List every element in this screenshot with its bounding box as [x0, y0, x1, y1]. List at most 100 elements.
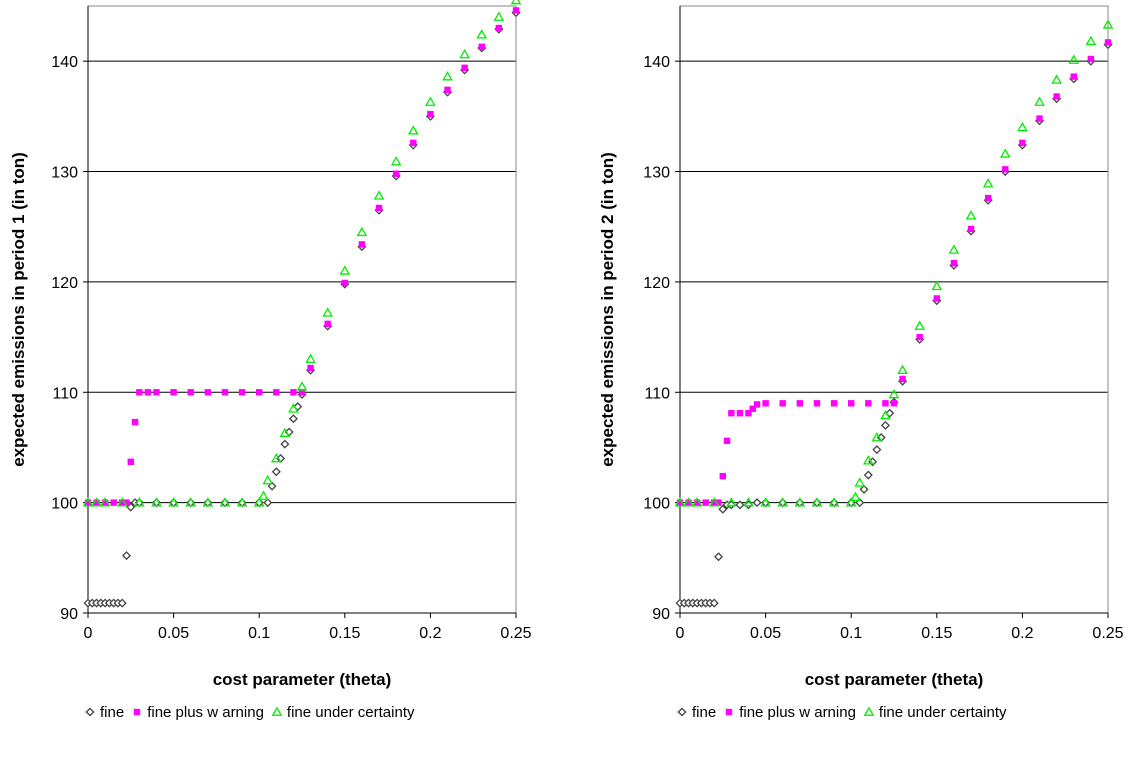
data-point — [93, 499, 100, 506]
data-point — [882, 400, 889, 407]
data-point — [117, 598, 127, 608]
data-point — [288, 403, 299, 413]
data-point — [796, 400, 804, 407]
legend-label: fine plus w arning — [739, 703, 856, 721]
data-point — [101, 499, 109, 506]
data-point — [880, 420, 890, 430]
data-point — [1051, 74, 1062, 84]
y-tick-label: 120 — [643, 275, 670, 292]
data-point — [512, 7, 520, 14]
data-point — [258, 490, 269, 500]
chart-period-1: 90 100 110 120 130 140 0 0.05 0.1 0.15 0.2 0.25 cost… — [9, 0, 532, 689]
data-point — [931, 280, 943, 291]
legend-label: fine under certainty — [286, 703, 415, 721]
data-point — [461, 64, 468, 72]
data-point — [728, 410, 735, 417]
legend-label: fine under certainty — [878, 703, 1007, 721]
legend-label: fine plus w arning — [147, 703, 264, 721]
data-point — [760, 497, 771, 507]
data-point — [204, 389, 212, 396]
legend-marker — [725, 708, 733, 716]
data-point — [914, 320, 925, 330]
data-point — [950, 259, 958, 267]
legend-label: fine — [692, 703, 717, 721]
data-point — [238, 389, 246, 396]
y-axis-title: expected emissions in period 1 (in ton) — [9, 152, 28, 467]
y-tick-label: 90 — [60, 606, 78, 623]
data-point — [1068, 54, 1080, 64]
data-point — [693, 499, 701, 506]
data-point — [982, 178, 994, 188]
x-tick-label: 0 — [676, 625, 685, 642]
data-point — [830, 400, 838, 407]
data-point — [715, 499, 722, 506]
data-point — [1034, 96, 1045, 106]
x-tick-label: 0.15 — [921, 625, 952, 642]
data-point — [296, 381, 308, 391]
data-point — [256, 389, 263, 396]
data-point — [948, 244, 960, 254]
legend-period-1: fine fine plus w arning fine under certain… — [85, 700, 423, 724]
y-tick-label: 100 — [643, 496, 670, 513]
legend-marker — [271, 707, 282, 716]
data-point — [859, 484, 869, 494]
data-point — [753, 401, 761, 408]
data-point — [854, 477, 866, 487]
plot-area-border — [679, 5, 1109, 614]
data-point — [813, 400, 821, 407]
data-point — [202, 497, 214, 507]
data-point — [749, 405, 756, 413]
data-point — [271, 467, 281, 477]
data-point — [99, 497, 111, 507]
data-point — [855, 498, 865, 508]
legend-marker — [133, 708, 141, 716]
data-point — [82, 497, 94, 507]
data-point — [375, 204, 383, 212]
data-point — [84, 499, 92, 506]
data-point — [683, 497, 694, 507]
legend-label: fine — [100, 703, 125, 721]
data-point — [1019, 139, 1026, 147]
data-point — [752, 498, 762, 508]
data-point — [153, 389, 160, 396]
data-point — [407, 125, 419, 135]
data-point — [263, 498, 273, 508]
x-tick-label: 0.25 — [1092, 625, 1123, 642]
data-point — [865, 400, 872, 407]
legend-marker — [85, 707, 95, 717]
legend-square-icon — [132, 707, 142, 717]
data-point — [476, 29, 488, 39]
data-point — [845, 497, 857, 507]
data-point — [116, 497, 128, 507]
data-point — [735, 500, 745, 510]
x-tick-label: 0.25 — [500, 625, 531, 642]
data-point — [110, 499, 117, 506]
data-point — [1104, 39, 1112, 46]
data-point — [794, 497, 806, 507]
y-tick-label: 110 — [644, 385, 670, 402]
data-point — [736, 410, 744, 417]
data-point — [119, 499, 126, 506]
data-point — [899, 375, 906, 383]
data-point — [390, 156, 402, 166]
x-tick-label: 0.1 — [840, 625, 862, 642]
data-point — [863, 470, 873, 480]
data-point — [745, 410, 752, 417]
legend-triangle-icon — [271, 707, 282, 717]
data-point — [187, 389, 194, 396]
data-point — [290, 389, 297, 396]
data-point — [221, 389, 229, 396]
data-point — [444, 86, 451, 94]
data-point — [762, 400, 769, 407]
legend-triangle-icon — [863, 707, 874, 717]
data-point — [888, 388, 900, 399]
y-tick-label: 100 — [51, 496, 78, 513]
series-square — [676, 39, 1112, 506]
chart-period-2: 90 100 110 120 130 140 0 0.05 0.1 0.15 0.2 0.25 cost… — [598, 5, 1124, 689]
data-point — [1070, 73, 1077, 80]
data-point — [965, 210, 977, 220]
data-point — [726, 497, 737, 507]
data-point — [723, 437, 731, 445]
data-point — [280, 439, 290, 449]
legend-diamond-icon — [85, 707, 95, 717]
